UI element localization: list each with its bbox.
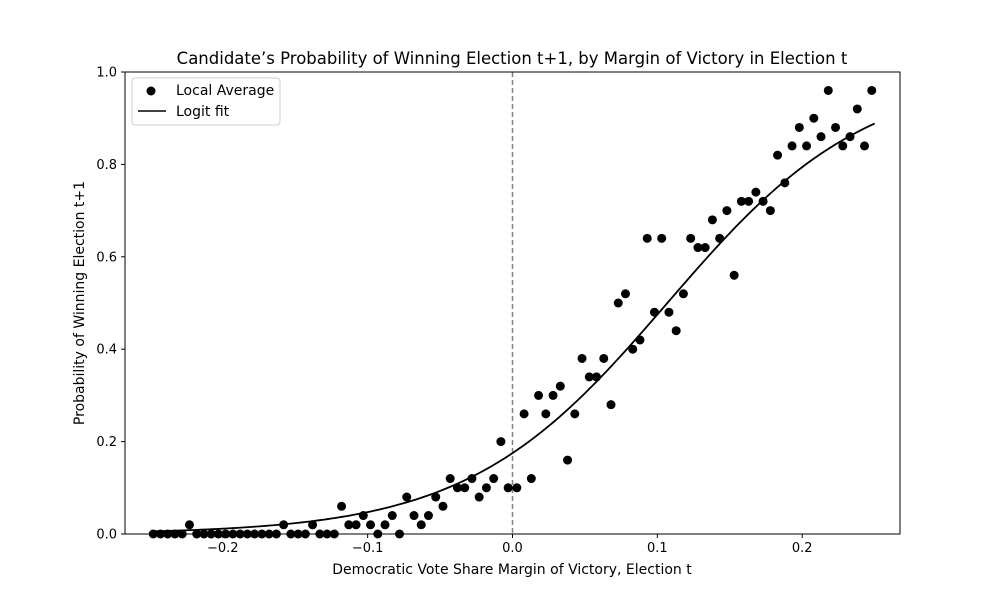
data-point-local-average [700, 243, 710, 253]
y-tick-label: 0.6 [96, 250, 117, 265]
data-point-local-average [548, 390, 558, 400]
data-point-local-average [780, 178, 790, 188]
y-axis-label: Probability of Winning Election t+1 [72, 181, 88, 425]
data-point-local-average [366, 520, 376, 530]
data-point-local-average [852, 104, 862, 114]
data-point-local-average [541, 409, 551, 419]
x-tick-label: −0.2 [207, 541, 239, 556]
y-tick-label: 0.0 [96, 528, 117, 543]
data-point-local-average [416, 520, 426, 530]
y-tick-label: 0.8 [96, 158, 117, 173]
data-point-local-average [693, 243, 703, 253]
data-point-local-average [744, 196, 754, 206]
x-axis: −0.2 −0.1 0.0 0.1 0.2 [207, 534, 813, 556]
data-point-local-average [722, 206, 732, 216]
data-point-local-average [816, 132, 826, 142]
data-point-local-average [337, 501, 347, 511]
data-point-local-average [474, 492, 484, 502]
data-point-local-average [555, 381, 565, 391]
data-point-local-average [438, 501, 448, 511]
data-point-local-average [765, 206, 775, 216]
data-point-local-average [409, 511, 419, 521]
data-point-local-average [802, 141, 812, 151]
data-point-local-average [584, 372, 594, 382]
data-point-local-average [664, 307, 674, 317]
data-point-local-average [496, 437, 506, 447]
data-point-local-average [351, 520, 361, 530]
data-point-local-average [809, 113, 819, 123]
data-point-local-average [823, 85, 833, 95]
x-tick-label: 0.0 [502, 541, 523, 556]
data-point-local-average [707, 215, 717, 225]
data-point-local-average [606, 400, 616, 410]
legend-box [131, 77, 281, 126]
data-point-local-average [519, 409, 529, 419]
y-tick-label: 0.4 [96, 343, 117, 358]
plot-area [148, 72, 877, 539]
x-tick-label: −0.1 [352, 541, 384, 556]
x-tick-label: 0.1 [647, 541, 668, 556]
data-point-local-average [671, 326, 681, 336]
data-point-local-average [184, 520, 194, 530]
data-point-local-average [481, 483, 491, 493]
data-point-local-average [460, 483, 470, 493]
legend-label-local-average: Local Average [176, 83, 274, 99]
data-point-local-average [773, 150, 783, 160]
data-point-local-average [387, 511, 397, 521]
legend-marker-local-average [146, 86, 156, 96]
data-point-local-average [380, 520, 390, 530]
data-point-local-average [503, 483, 513, 493]
y-tick-label: 0.2 [96, 435, 117, 450]
data-point-local-average [678, 289, 688, 299]
data-point-local-average [686, 233, 696, 243]
data-point-local-average [794, 122, 804, 132]
data-point-local-average [613, 298, 623, 308]
data-point-local-average [526, 474, 536, 484]
data-point-local-average [620, 289, 630, 299]
data-point-local-average [308, 520, 318, 530]
data-point-local-average [423, 511, 433, 521]
data-point-local-average [344, 520, 354, 530]
y-axis: 0.0 0.2 0.4 0.6 0.8 1.0 [96, 66, 125, 543]
data-point-local-average [431, 492, 441, 502]
data-point-local-average [736, 196, 746, 206]
data-point-local-average [512, 483, 522, 493]
data-point-local-average [577, 353, 587, 363]
data-point-local-average [860, 141, 870, 151]
data-point-local-average [729, 270, 739, 280]
data-point-local-average [657, 233, 667, 243]
legend-label-logit-fit: Logit fit [176, 104, 230, 120]
data-point-local-average [599, 353, 609, 363]
data-point-local-average [787, 141, 797, 151]
data-point-local-average [867, 85, 877, 95]
data-point-local-average [489, 474, 499, 484]
x-axis-label: Democratic Vote Share Margin of Victory,… [332, 562, 692, 578]
data-point-local-average [534, 390, 544, 400]
data-point-local-average [628, 344, 638, 354]
data-point-local-average [445, 474, 455, 484]
data-point-local-average [838, 141, 848, 151]
data-point-local-average [563, 455, 573, 465]
chart-title: Candidate’s Probability of Winning Elect… [177, 49, 848, 68]
data-point-local-average [642, 233, 652, 243]
data-point-local-average [570, 409, 580, 419]
data-point-local-average [831, 122, 841, 132]
legend: Local Average Logit fit [131, 77, 281, 126]
data-point-local-average [402, 492, 412, 502]
y-tick-label: 1.0 [96, 66, 117, 81]
x-tick-label: 0.2 [792, 541, 813, 556]
logit-fit-line [150, 122, 876, 533]
data-point-local-average [592, 372, 602, 382]
data-point-local-average [751, 187, 761, 197]
